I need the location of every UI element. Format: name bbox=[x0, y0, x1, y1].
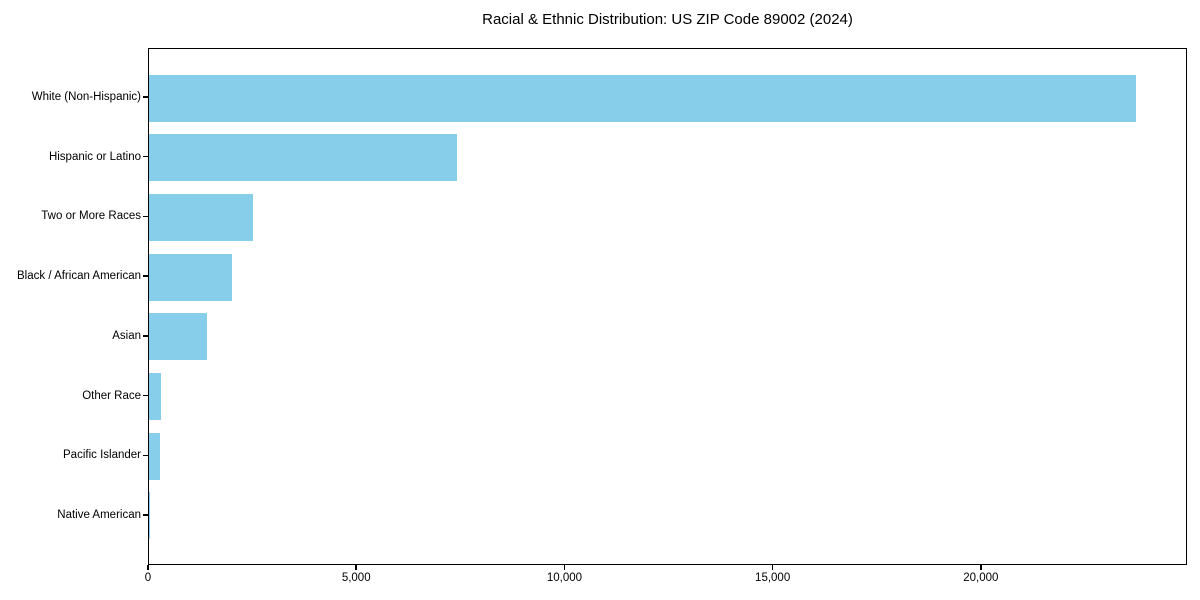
y-axis-label: Black / African American bbox=[17, 270, 141, 283]
y-axis-tick bbox=[142, 394, 148, 397]
y-axis-tick bbox=[142, 215, 148, 218]
bar bbox=[149, 253, 233, 301]
y-axis-tick bbox=[142, 96, 148, 98]
plot-area bbox=[148, 48, 1187, 565]
y-axis-label: White (Non-Hispanic) bbox=[31, 91, 141, 103]
x-axis-tick bbox=[980, 565, 982, 570]
y-axis-tick bbox=[142, 335, 148, 337]
y-axis-label: Two or More Races bbox=[41, 210, 141, 223]
x-axis-tick bbox=[771, 565, 774, 570]
y-axis-tick bbox=[142, 514, 148, 516]
x-axis-label: 10,000 bbox=[546, 572, 583, 584]
x-axis-label: 0 bbox=[144, 572, 152, 584]
x-axis-tick bbox=[147, 565, 149, 570]
bar bbox=[149, 373, 162, 421]
bar bbox=[149, 432, 160, 480]
y-axis-label: Native American bbox=[57, 508, 141, 521]
y-axis-label: Asian bbox=[112, 329, 141, 342]
bar bbox=[149, 134, 458, 182]
y-axis-tick bbox=[142, 275, 148, 277]
bar bbox=[149, 193, 254, 241]
x-axis-tick bbox=[563, 565, 566, 570]
x-axis-label: 20,000 bbox=[963, 572, 999, 584]
chart-title: Racial & Ethnic Distribution: US ZIP Cod… bbox=[482, 11, 853, 28]
bar bbox=[149, 74, 1136, 122]
y-axis-label: Pacific Islander bbox=[63, 449, 141, 462]
x-axis-label: 5,000 bbox=[341, 572, 371, 584]
y-axis-tick bbox=[142, 155, 148, 158]
y-axis-tick bbox=[142, 454, 148, 456]
y-axis-label: Other Race bbox=[82, 389, 141, 402]
y-axis-label: Hispanic or Latino bbox=[48, 150, 141, 163]
bar bbox=[149, 492, 151, 540]
x-axis-tick bbox=[355, 565, 357, 570]
x-axis-label: 15,000 bbox=[755, 572, 791, 584]
bar bbox=[149, 313, 208, 361]
